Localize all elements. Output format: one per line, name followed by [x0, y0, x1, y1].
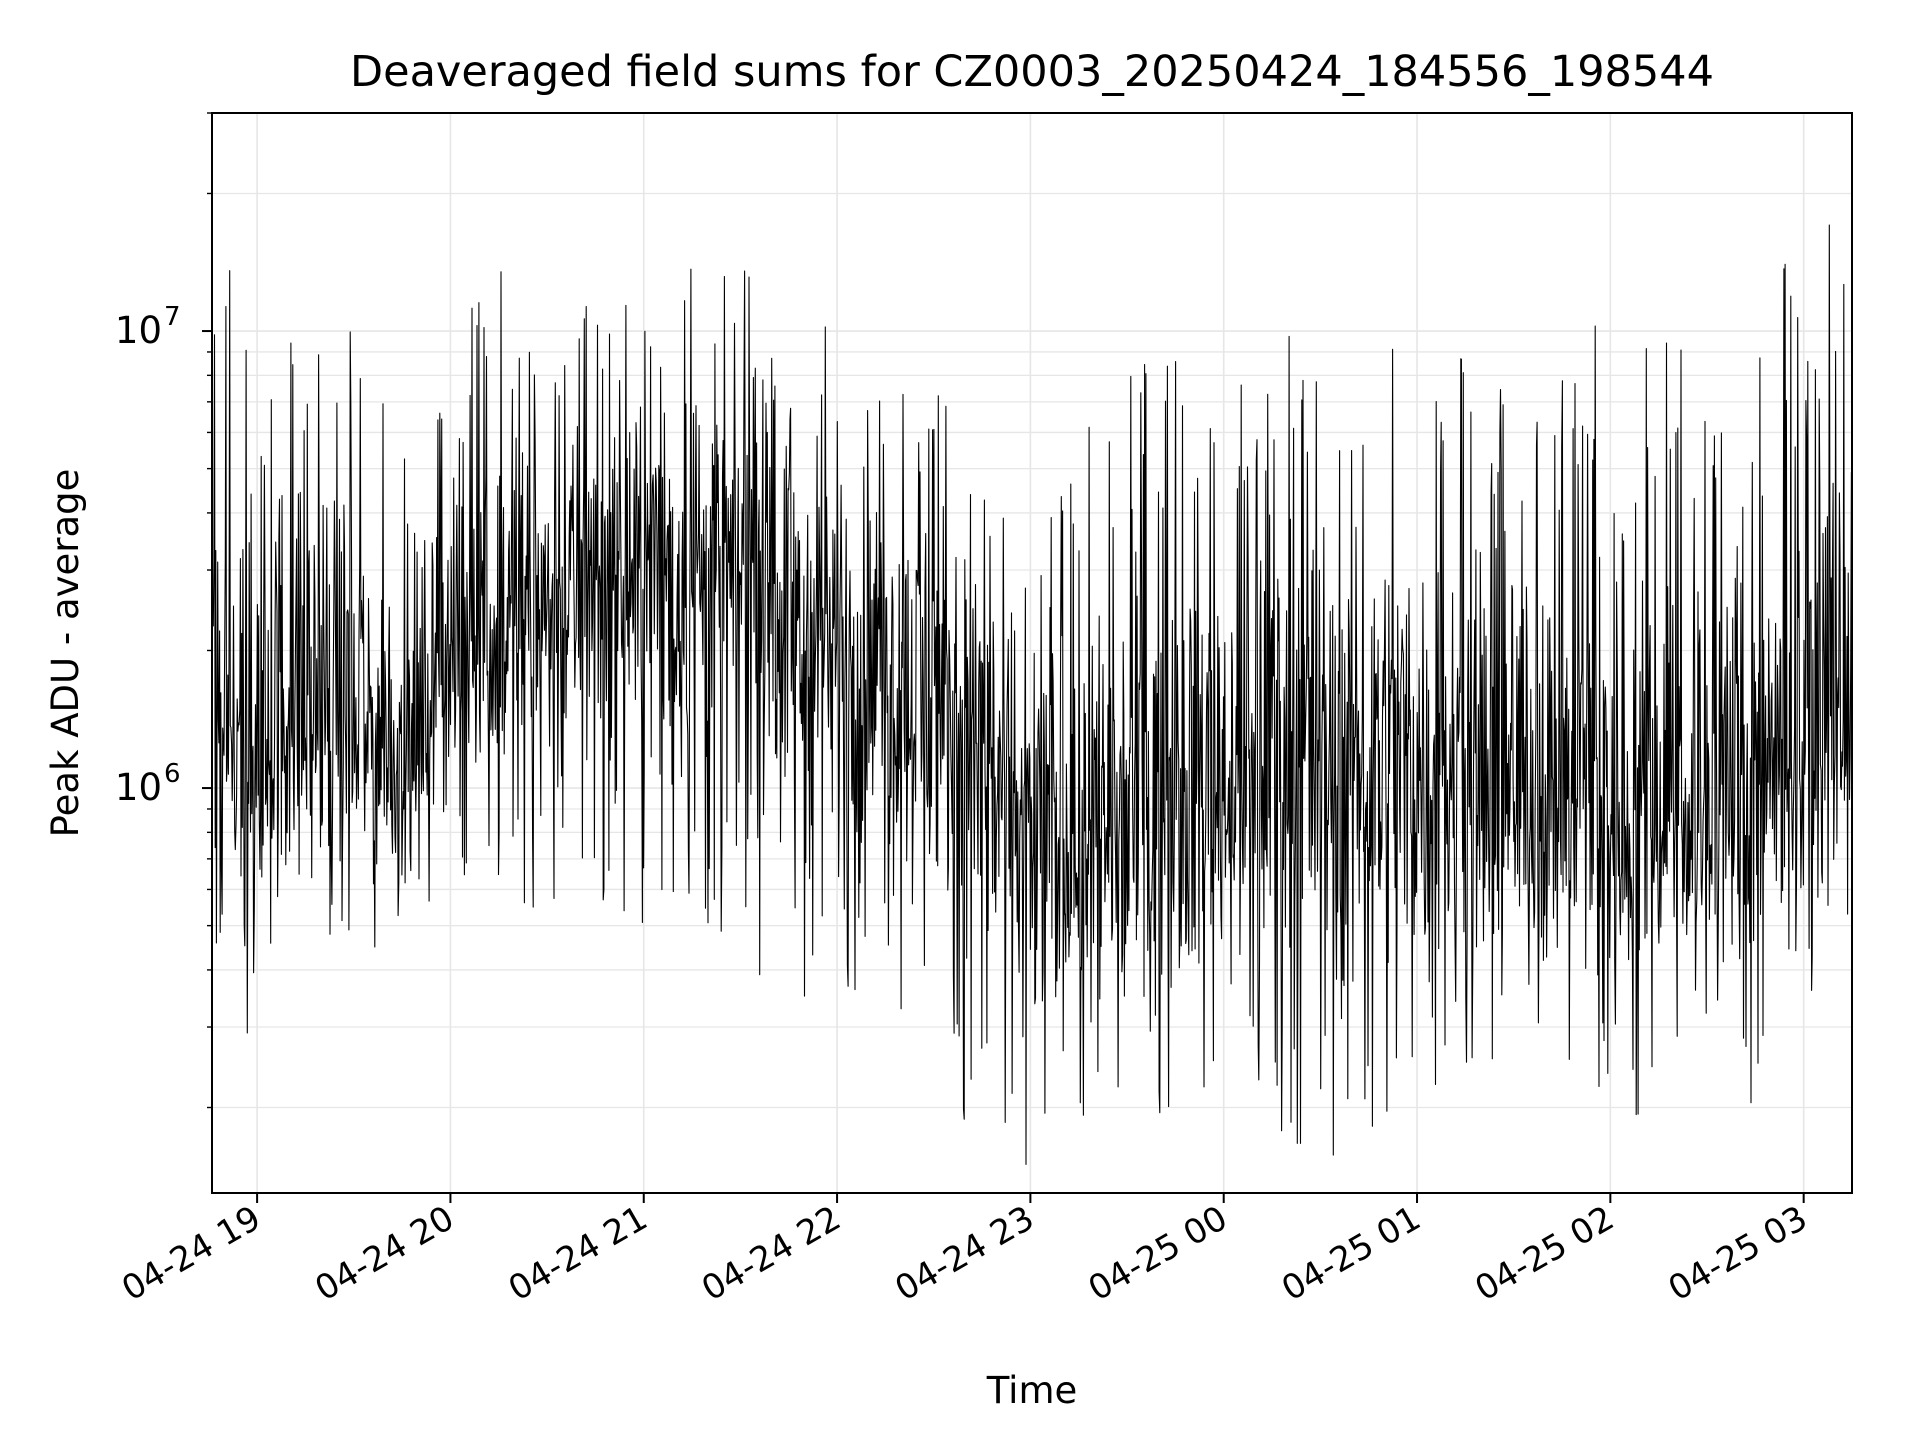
y-tick-label-exponent: 7: [164, 302, 181, 332]
y-tick-label-exponent: 6: [164, 759, 181, 789]
plot-frame: [211, 112, 1853, 1194]
series-line: [211, 224, 1853, 1165]
chart-title: Deaveraged field sums for CZ0003_2025042…: [350, 47, 1714, 97]
y-tick-label: 10: [115, 766, 162, 809]
y-tick-label-base: 10: [115, 309, 162, 352]
x-axis-label: Time: [986, 1369, 1078, 1412]
y-tick-label: 10: [115, 309, 162, 352]
y-tick-label-base: 10: [115, 766, 162, 809]
y-axis-label: Peak ADU - average: [44, 469, 87, 838]
data-series-line: [211, 224, 1853, 1165]
